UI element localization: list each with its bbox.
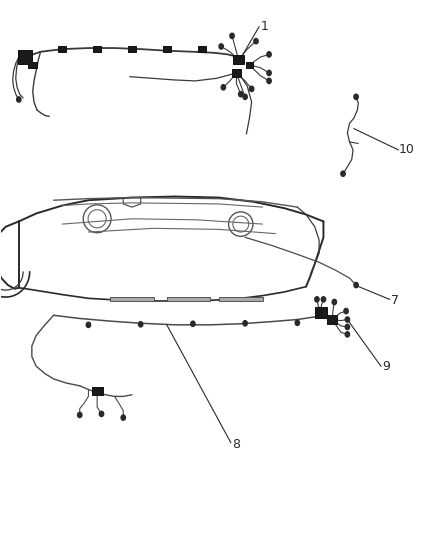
Circle shape: [243, 321, 247, 326]
Bar: [233, 55, 244, 64]
Text: 8: 8: [232, 438, 240, 450]
Circle shape: [86, 322, 91, 327]
Bar: [92, 387, 102, 395]
Circle shape: [17, 97, 21, 102]
Circle shape: [354, 282, 358, 288]
Circle shape: [341, 171, 345, 176]
Circle shape: [78, 413, 82, 418]
Bar: [246, 62, 253, 68]
Bar: [19, 51, 32, 63]
Circle shape: [191, 321, 195, 326]
Bar: [18, 51, 32, 63]
Bar: [163, 46, 171, 52]
Bar: [167, 297, 210, 302]
Circle shape: [321, 297, 325, 302]
Circle shape: [332, 300, 336, 305]
Bar: [232, 69, 241, 77]
Circle shape: [354, 94, 358, 100]
Circle shape: [254, 38, 258, 44]
Text: 10: 10: [398, 143, 414, 156]
Bar: [110, 297, 154, 302]
Circle shape: [221, 85, 226, 90]
Bar: [327, 316, 337, 324]
Circle shape: [99, 411, 104, 417]
Text: 1: 1: [260, 20, 268, 33]
Bar: [198, 46, 205, 52]
Circle shape: [315, 297, 319, 302]
Circle shape: [250, 86, 254, 92]
Circle shape: [138, 321, 143, 327]
Bar: [28, 62, 37, 68]
Circle shape: [239, 92, 243, 97]
Circle shape: [295, 320, 300, 326]
Circle shape: [267, 70, 271, 76]
Text: 7: 7: [391, 294, 399, 308]
Bar: [128, 46, 136, 52]
Bar: [58, 46, 66, 52]
Circle shape: [344, 309, 348, 314]
Circle shape: [121, 415, 125, 420]
Bar: [315, 308, 327, 318]
Circle shape: [345, 324, 350, 329]
Circle shape: [267, 52, 271, 57]
Bar: [93, 46, 101, 52]
Circle shape: [267, 78, 271, 84]
Circle shape: [243, 94, 247, 100]
Circle shape: [345, 332, 350, 337]
Text: 9: 9: [382, 360, 390, 373]
Circle shape: [219, 44, 223, 49]
Circle shape: [230, 33, 234, 38]
Bar: [219, 297, 262, 302]
Circle shape: [345, 317, 350, 322]
